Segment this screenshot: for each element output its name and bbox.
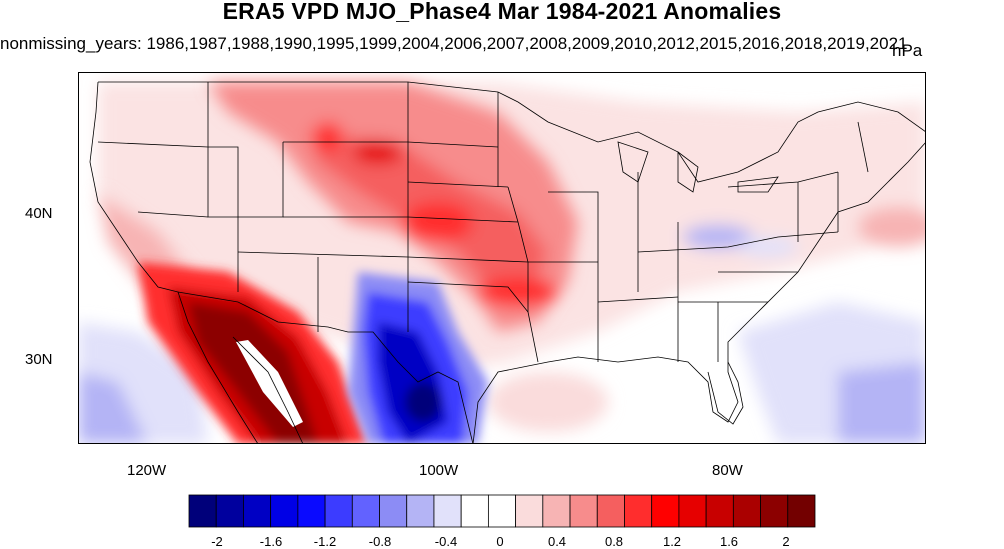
colorbar-swatch <box>406 494 435 528</box>
colorbar-label: 0.4 <box>547 534 567 549</box>
baja-gap <box>236 340 303 427</box>
colorbar-swatch <box>542 494 571 528</box>
chart-subtitle: nonmissing_years: 1986,1987,1988,1990,19… <box>0 34 908 53</box>
colorbar-swatch <box>732 494 761 528</box>
colorbar <box>188 494 816 528</box>
colorbar-swatch <box>515 494 544 528</box>
lon-label-80w: 80W <box>712 462 743 479</box>
lat-label-40n: 40N <box>25 205 53 222</box>
colorbar-label: 1.2 <box>662 534 682 549</box>
colorbar-swatch <box>569 494 598 528</box>
state-boundaries <box>89 81 926 444</box>
colorbar-label: -2 <box>211 534 223 549</box>
colorbar-swatch <box>596 494 625 528</box>
colorbar-swatch <box>651 494 680 528</box>
colorbar-swatch <box>351 494 380 528</box>
colorbar-swatch <box>760 494 789 528</box>
anomaly-shading-texas <box>348 272 488 444</box>
anomaly-map <box>78 72 926 444</box>
colorbar-swatch <box>705 494 734 528</box>
colorbar-swatch <box>188 494 217 528</box>
lon-label-100w: 100W <box>419 462 459 479</box>
lat-label-30n: 30N <box>25 351 53 368</box>
colorbar-label: -0.4 <box>434 534 458 549</box>
colorbar-swatch <box>215 494 244 528</box>
colorbar-swatch <box>379 494 408 528</box>
colorbar-swatch <box>270 494 299 528</box>
map-canvas <box>78 72 926 444</box>
colorbar-label: -1.6 <box>259 534 283 549</box>
anomaly-shading-plains <box>98 82 578 332</box>
colorbar-swatch <box>460 494 489 528</box>
colorbar-swatch <box>624 494 653 528</box>
colorbar-label: 0 <box>496 534 504 549</box>
units-label: hPa <box>892 41 923 60</box>
colorbar-swatch <box>787 494 816 528</box>
colorbar-swatch <box>297 494 326 528</box>
colorbar-label: 2 <box>782 534 790 549</box>
chart-title: ERA5 VPD MJO_Phase4 Mar 1984-2021 Anomal… <box>222 0 782 24</box>
colorbar-swatch <box>487 494 517 528</box>
colorbar-label: -1.2 <box>313 534 337 549</box>
map-frame <box>78 72 926 444</box>
colorbar-swatch <box>678 494 707 528</box>
lon-label-120w: 120W <box>127 462 167 479</box>
colorbar-swatch <box>433 494 462 528</box>
colorbar-label: 0.8 <box>604 534 624 549</box>
colorbar-swatch <box>243 494 272 528</box>
colorbar-label: 1.6 <box>719 534 739 549</box>
colorbar-label: -0.8 <box>368 534 392 549</box>
colorbar-swatch <box>324 494 353 528</box>
